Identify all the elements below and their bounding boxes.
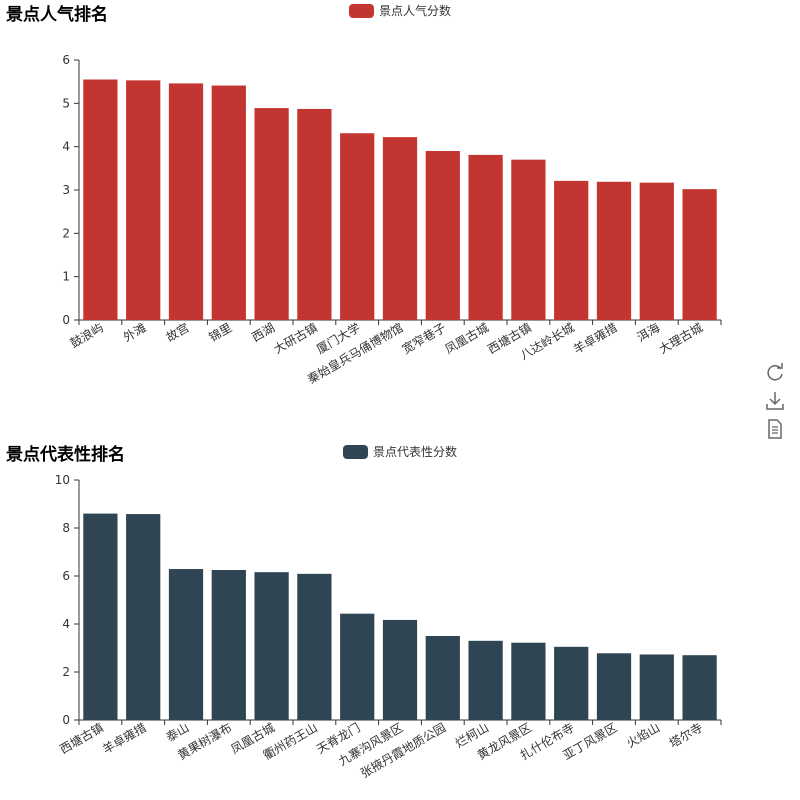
chart-1-x-tick-label: 洱海 bbox=[634, 320, 662, 345]
chart-2-bar[interactable] bbox=[468, 640, 503, 720]
chart-1-legend-swatch bbox=[349, 4, 374, 18]
chart-2-title: 景点代表性排名 bbox=[6, 444, 125, 465]
chart-2-x-tick-label: 火焰山 bbox=[624, 720, 663, 751]
chart-2-bar[interactable] bbox=[126, 514, 161, 720]
chart-2-y-tick-label: 8 bbox=[62, 521, 70, 535]
chart-2-bar[interactable] bbox=[425, 636, 460, 720]
chart-1-bar[interactable] bbox=[340, 133, 375, 320]
chart-2-x-tick-label: 塔尔寺 bbox=[666, 720, 705, 751]
chart-2-bar[interactable] bbox=[83, 513, 118, 720]
chart-1-bar[interactable] bbox=[297, 108, 332, 320]
chart-2-y-tick-label: 2 bbox=[62, 665, 70, 679]
chart-2-x-tick-label: 泰山 bbox=[164, 720, 192, 744]
chart-1-bar[interactable] bbox=[425, 151, 460, 320]
chart-1-legend[interactable]: 景点人气分数 bbox=[349, 3, 451, 18]
chart-1-x-tick-label: 锦里 bbox=[207, 320, 235, 344]
chart-1-y-tick-label: 2 bbox=[62, 226, 70, 240]
chart-1-x-tick-label: 故宫 bbox=[163, 320, 191, 345]
chart-2-bar[interactable] bbox=[297, 573, 332, 720]
chart-1-bar[interactable] bbox=[211, 85, 246, 320]
chart-2-bar[interactable] bbox=[682, 655, 717, 720]
chart-1-bar[interactable] bbox=[83, 79, 118, 321]
chart-2-y-tick-label: 0 bbox=[62, 713, 70, 727]
chart-toolbox bbox=[764, 362, 786, 446]
chart-1-bar[interactable] bbox=[382, 137, 418, 320]
chart-2-y-tick-label: 6 bbox=[62, 569, 70, 583]
chart-1-bar[interactable] bbox=[596, 181, 632, 320]
chart-1-x-tick-label: 外滩 bbox=[121, 320, 149, 344]
chart-1-y-tick-label: 1 bbox=[62, 270, 70, 284]
chart-1-bar[interactable] bbox=[554, 180, 589, 320]
data-view-icon[interactable] bbox=[764, 418, 786, 440]
chart-1-x-tick-label: 大理古城 bbox=[656, 320, 705, 357]
chart-2-legend-label: 景点代表性分数 bbox=[373, 444, 457, 459]
chart-2-bar[interactable] bbox=[639, 654, 674, 720]
chart-1-title: 景点人气排名 bbox=[6, 4, 108, 25]
chart-1-bar[interactable] bbox=[639, 182, 674, 320]
chart-1-x-tick-label: 宽窄巷子 bbox=[399, 320, 448, 357]
chart-2-bar[interactable] bbox=[254, 572, 289, 720]
chart-1-y-tick-label: 0 bbox=[62, 313, 70, 327]
chart-1-bar[interactable] bbox=[168, 83, 204, 321]
chart-1-legend-label: 景点人气分数 bbox=[379, 3, 451, 18]
chart-1-bar[interactable] bbox=[254, 108, 289, 320]
chart-2-bar[interactable] bbox=[340, 613, 375, 720]
chart-2-y-tick-label: 10 bbox=[55, 473, 70, 487]
chart-1-y-tick-label: 3 bbox=[62, 183, 70, 197]
chart-2-bar[interactable] bbox=[211, 570, 246, 720]
chart-1-bar[interactable] bbox=[126, 80, 161, 320]
chart-1-x-tick-label: 大研古镇 bbox=[271, 320, 320, 357]
chart-1-x-tick-label: 西湖 bbox=[249, 320, 277, 345]
chart-2-y-tick-label: 4 bbox=[62, 617, 70, 631]
chart-2-bar[interactable] bbox=[554, 646, 589, 720]
chart-1-y-tick-label: 4 bbox=[62, 140, 70, 154]
save-image-icon[interactable] bbox=[764, 390, 786, 412]
chart-2-bar[interactable] bbox=[511, 642, 546, 720]
chart-2-legend[interactable]: 景点代表性分数 bbox=[343, 444, 457, 459]
chart-1-y-tick-label: 5 bbox=[62, 96, 70, 110]
chart-1-x-tick-label: 凤凰古城 bbox=[442, 320, 491, 357]
chart-1-x-tick-label: 羊卓雍措 bbox=[570, 320, 619, 357]
chart-1-bar[interactable] bbox=[511, 159, 546, 320]
restore-icon[interactable] bbox=[764, 362, 786, 384]
chart-1-x-tick-label: 鼓浪屿 bbox=[67, 320, 106, 351]
chart-1-bar[interactable] bbox=[682, 189, 717, 320]
chart-2-legend-swatch bbox=[343, 445, 368, 459]
chart-2-bar[interactable] bbox=[168, 569, 204, 720]
chart-2-bar[interactable] bbox=[596, 653, 632, 720]
chart-1-y-tick-label: 6 bbox=[62, 53, 70, 67]
chart-2-x-tick-label: 羊卓雍措 bbox=[100, 720, 149, 757]
chart-2-bar[interactable] bbox=[382, 619, 418, 720]
chart-1-bar[interactable] bbox=[468, 154, 503, 320]
